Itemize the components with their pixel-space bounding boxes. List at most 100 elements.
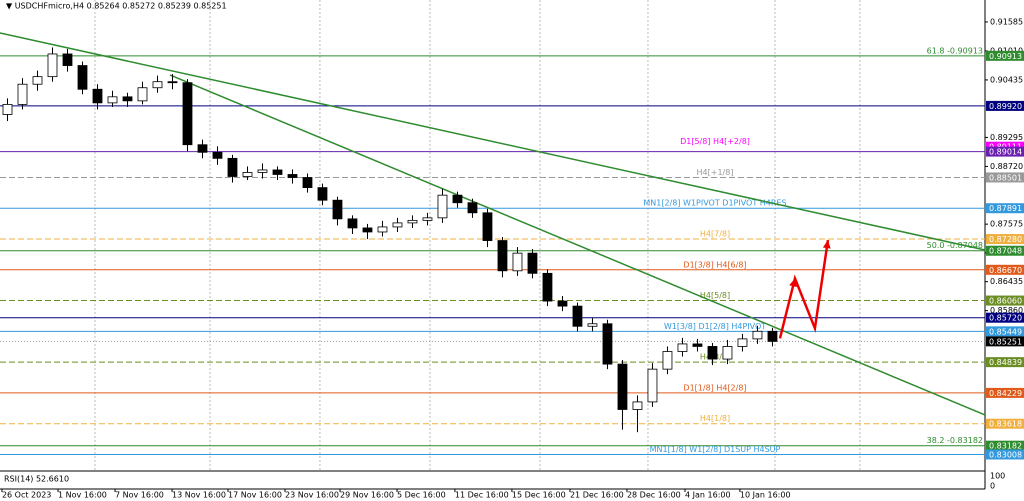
price-label: 0.89920 (989, 102, 1022, 111)
trendline (0, 32, 986, 251)
candle-body (107, 96, 118, 104)
candle-body (332, 199, 343, 220)
x-tick-label: 28 Dec 16:00 (627, 491, 681, 500)
level-text: W1[3/8] D1[2/8] H4PIVOT (664, 322, 766, 331)
candle-body (272, 169, 283, 175)
price-label-box (986, 418, 1024, 429)
candle-body (17, 83, 28, 105)
price-label-box (986, 234, 1024, 245)
candle-body (392, 222, 403, 228)
x-tick-label: 21 Dec 16:00 (570, 491, 624, 500)
projection-arrow (778, 239, 830, 339)
price-label: 0.89014 (989, 148, 1022, 157)
candle-body (317, 187, 328, 201)
candle-body (647, 368, 658, 403)
candle-body (167, 81, 178, 84)
y-tick-label: 0.89295 (990, 133, 1023, 142)
candle-body (737, 338, 748, 347)
candle-body (662, 351, 673, 370)
price-label-box (986, 387, 1024, 398)
chart-title: ▼ USDCHFmicro,H4 0.85264 0.85272 0.85239… (6, 2, 227, 11)
price-label-box (986, 50, 1024, 61)
price-label-box (986, 203, 1024, 214)
price-label-box (986, 295, 1024, 306)
arrow-head (789, 278, 797, 288)
level-text: D1[1/8] H4[2/8] (683, 383, 746, 392)
candle-body (407, 219, 418, 224)
trendline (169, 74, 986, 416)
candle-body (122, 96, 133, 102)
candle-body (692, 343, 703, 347)
rsi-label: RSI(14) 52.6610 (4, 475, 69, 484)
x-tick-label: 7 Nov 16:00 (115, 491, 164, 500)
level-text: H4[7/8] (700, 230, 730, 239)
candle-body (467, 202, 478, 214)
price-label: 0.83008 (989, 450, 1022, 459)
price-label: 0.83182 (989, 442, 1022, 451)
level-text: 61.8 -0.90913 (927, 46, 983, 55)
candle-body (572, 305, 583, 327)
y-tick-label: 0.88720 (990, 162, 1023, 171)
candle-body (62, 53, 73, 66)
candle-body (497, 240, 508, 272)
candle-body (722, 346, 733, 360)
candle-body (437, 194, 448, 219)
x-tick-label: 4 Jan 16:00 (685, 491, 731, 500)
candle-body (302, 177, 313, 188)
x-tick-label: 1 Nov 16:00 (58, 491, 107, 500)
level-text: 38.2 -0.83182 (927, 436, 983, 445)
price-label: 0.88501 (989, 173, 1022, 182)
candle-body (152, 81, 163, 89)
arrow-head (822, 240, 831, 249)
candle-body (617, 363, 628, 410)
candle-body (182, 82, 193, 146)
candle-body (482, 212, 493, 241)
rsi-tick-label: 0 (990, 482, 995, 491)
candle-body (47, 53, 58, 78)
x-tick-label: 29 Nov 16:00 (340, 491, 394, 500)
y-tick-label: 0.90435 (990, 75, 1023, 84)
x-tick-label: 23 Nov 16:00 (285, 491, 339, 500)
candle-body (602, 323, 613, 365)
candle-body (707, 346, 718, 360)
level-text: H4[5/8] (700, 291, 730, 300)
price-label: 0.86670 (989, 266, 1022, 275)
candle-body (92, 88, 103, 104)
level-text: 50.0 -0.87048 (927, 241, 983, 250)
candle-body (527, 252, 538, 274)
price-label: 0.84839 (989, 358, 1022, 367)
candle-body (2, 103, 13, 115)
candle-body (422, 217, 433, 221)
price-label-box (986, 312, 1024, 323)
x-tick-label: 13 Nov 16:00 (172, 491, 226, 500)
x-tick-label: 26 Oct 2023 (2, 491, 51, 500)
candle-body (767, 330, 778, 342)
candle-body (227, 157, 238, 177)
x-tick-label: 10 Jan 16:00 (740, 491, 791, 500)
price-label-box (986, 357, 1024, 368)
price-label: 0.87891 (989, 204, 1022, 213)
price-label: 0.84229 (989, 389, 1022, 398)
price-label: 0.83618 (989, 420, 1022, 429)
price-label: 0.87280 (989, 235, 1022, 244)
candle-body (257, 169, 268, 173)
level-text: D1[3/8] H4[6/8] (683, 260, 746, 269)
candle-body (77, 65, 88, 90)
x-tick-label: 17 Nov 16:00 (228, 491, 282, 500)
candle-body (242, 172, 253, 177)
candle-body (287, 174, 298, 178)
candle-body (587, 323, 598, 327)
y-tick-label: 0.91585 (990, 17, 1023, 26)
candle-body (677, 343, 688, 352)
price-label-box (986, 100, 1024, 111)
price-label: 0.85720 (989, 314, 1022, 323)
candle-body (752, 330, 763, 340)
candle-body (377, 226, 388, 233)
candle-body (557, 300, 568, 307)
candle-body (347, 218, 358, 229)
level-text: H4[+1/8] (697, 168, 734, 177)
candle-body (632, 401, 643, 410)
candle-body (197, 144, 208, 153)
level-text: MN1[2/8] W1PIVOT D1PIVOT H4RES (643, 199, 786, 208)
